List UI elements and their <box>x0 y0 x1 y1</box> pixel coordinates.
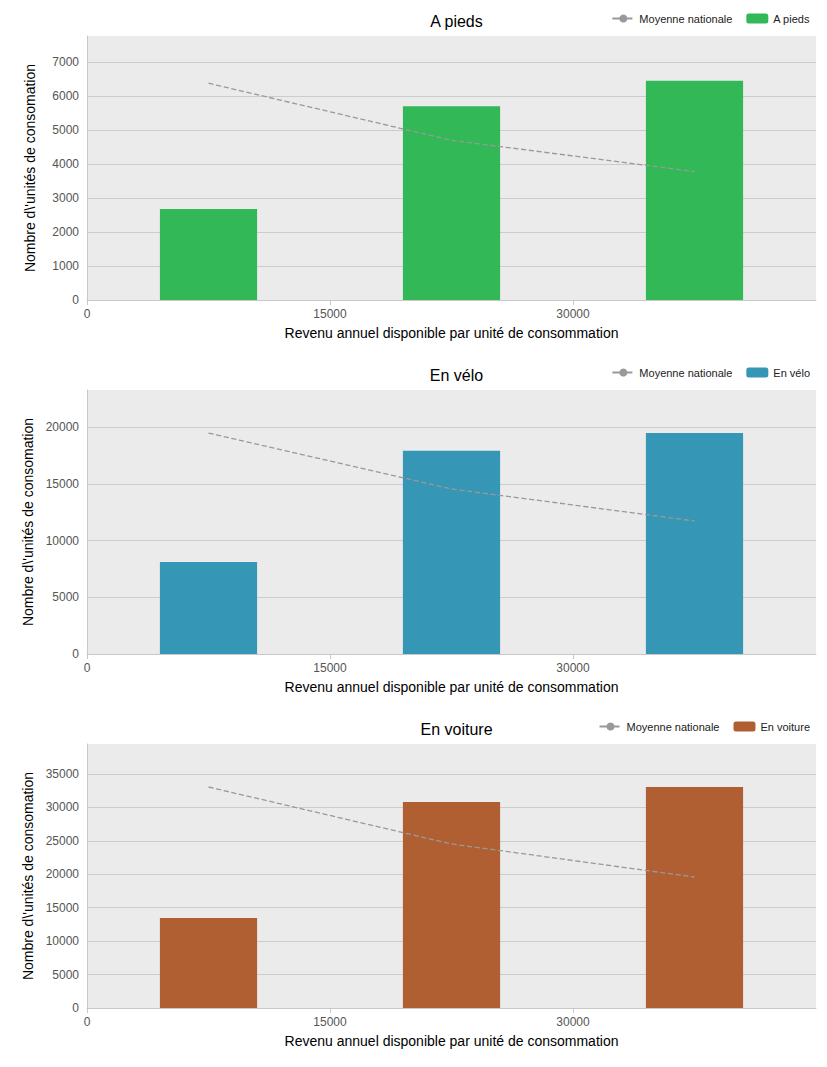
svg-text:15000: 15000 <box>313 1015 347 1029</box>
svg-text:En vélo: En vélo <box>773 367 810 379</box>
svg-text:5000: 5000 <box>52 590 79 604</box>
svg-text:15000: 15000 <box>46 901 80 915</box>
svg-text:Moyenne nationale: Moyenne nationale <box>639 367 732 379</box>
svg-text:5000: 5000 <box>52 123 79 137</box>
svg-text:0: 0 <box>72 647 79 661</box>
svg-text:15000: 15000 <box>46 477 80 491</box>
svg-text:En vélo: En vélo <box>430 367 483 384</box>
svg-text:Nombre d\'unités de consomatio: Nombre d\'unités de consomation <box>22 64 38 272</box>
svg-text:Nombre d\'unités de consomatio: Nombre d\'unités de consomation <box>20 418 36 626</box>
svg-text:10000: 10000 <box>46 534 80 548</box>
svg-text:A pieds: A pieds <box>430 13 482 30</box>
svg-text:5000: 5000 <box>52 968 79 982</box>
svg-text:15000: 15000 <box>313 661 347 675</box>
svg-text:Revenu annuel disponible par u: Revenu annuel disponible par unité de co… <box>285 325 619 341</box>
svg-text:20000: 20000 <box>46 867 80 881</box>
svg-text:A pieds: A pieds <box>773 13 810 25</box>
svg-text:0: 0 <box>72 1001 79 1015</box>
svg-text:0: 0 <box>84 661 91 675</box>
svg-text:30000: 30000 <box>556 1015 590 1029</box>
svg-text:6000: 6000 <box>52 89 79 103</box>
svg-text:En voiture: En voiture <box>420 721 492 738</box>
svg-text:0: 0 <box>72 293 79 307</box>
svg-text:25000: 25000 <box>46 834 80 848</box>
svg-text:0: 0 <box>84 307 91 321</box>
svg-text:30000: 30000 <box>46 800 80 814</box>
svg-text:Moyenne nationale: Moyenne nationale <box>639 13 732 25</box>
svg-text:Nombre d\'unités de consomatio: Nombre d\'unités de consomation <box>20 772 36 980</box>
svg-text:30000: 30000 <box>556 661 590 675</box>
svg-text:10000: 10000 <box>46 934 80 948</box>
svg-text:3000: 3000 <box>52 191 79 205</box>
svg-text:20000: 20000 <box>46 420 80 434</box>
svg-text:15000: 15000 <box>313 307 347 321</box>
svg-text:Revenu annuel disponible par u: Revenu annuel disponible par unité de co… <box>285 1033 619 1049</box>
svg-text:4000: 4000 <box>52 157 79 171</box>
svg-text:Revenu annuel disponible par u: Revenu annuel disponible par unité de co… <box>285 679 619 695</box>
svg-text:2000: 2000 <box>52 225 79 239</box>
svg-text:35000: 35000 <box>46 767 80 781</box>
svg-text:1000: 1000 <box>52 259 79 273</box>
svg-text:7000: 7000 <box>52 55 79 69</box>
svg-text:En voiture: En voiture <box>760 721 810 733</box>
svg-text:Moyenne nationale: Moyenne nationale <box>627 721 720 733</box>
svg-text:30000: 30000 <box>556 307 590 321</box>
svg-text:0: 0 <box>84 1015 91 1029</box>
